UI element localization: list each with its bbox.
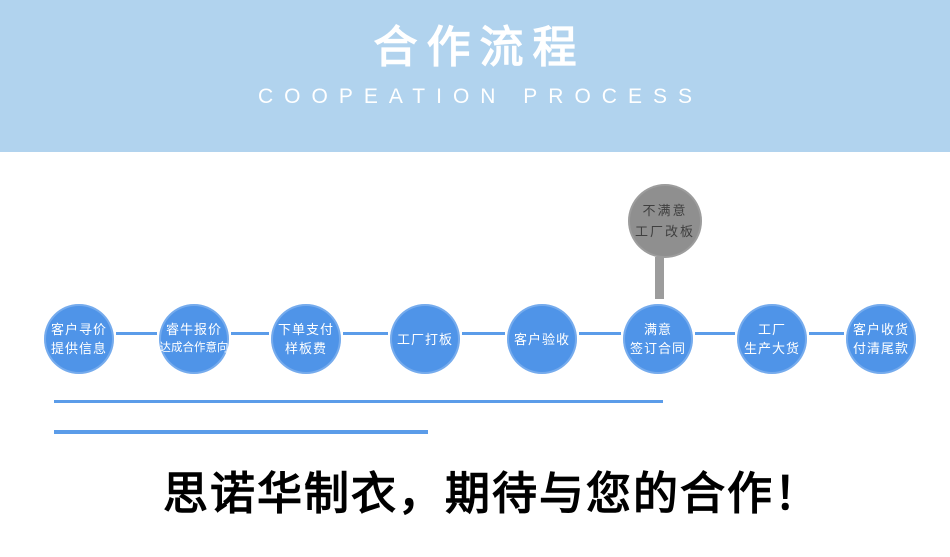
step-connector (343, 332, 388, 335)
step-label-line: 工厂 (757, 322, 786, 337)
step-label-line: 生产大货 (743, 341, 800, 356)
step-connector (809, 332, 844, 335)
reject-label-line: 不满意 (642, 203, 688, 218)
reject-label-line: 工厂改板 (634, 224, 695, 239)
step-label-line: 睿牛报价 (165, 322, 222, 337)
step-label-line: 达成合作意向 (159, 342, 229, 354)
step-label-line: 样板费 (284, 341, 327, 356)
process-step-circle: 客户寻价 提供信息 (44, 304, 114, 374)
reject-connector-stem (655, 257, 664, 299)
process-step-circle: 客户验收 (507, 304, 577, 374)
step-label-line: 客户寻价 (50, 322, 107, 337)
process-step-circle: 客户收货 付清尾款 (846, 304, 916, 374)
page-title: 合作流程 (373, 23, 586, 72)
divider-line-primary (54, 400, 663, 403)
process-step-circle: 工厂 生产大货 (737, 304, 807, 374)
step-label-line: 满意 (643, 322, 672, 337)
process-step-circle: 满意 签订合同 (623, 304, 693, 374)
divider-line-secondary (54, 430, 428, 434)
step-label-line: 提供信息 (50, 341, 107, 356)
process-step-circle: 下单支付 样板费 (271, 304, 341, 374)
step-connector (116, 332, 157, 335)
step-label-line: 工厂打板 (396, 331, 453, 347)
step-connector (462, 332, 505, 335)
step-connector (579, 332, 621, 335)
header-band: 合作流程 COOPEATION PROCESS (0, 0, 950, 152)
step-connector (231, 332, 269, 335)
step-connector (695, 332, 735, 335)
reject-circle: 不满意 工厂改板 (628, 184, 702, 258)
process-step-circle: 睿牛报价达成合作意向 (159, 304, 229, 374)
step-label-line: 下单支付 (277, 322, 334, 337)
process-step-circle: 工厂打板 (390, 304, 460, 374)
step-label-line: 客户验收 (513, 331, 570, 347)
slogan: 思诺华制衣，期待与您的合作！ (162, 469, 821, 519)
step-label-line: 付清尾款 (852, 341, 909, 356)
step-label-line: 客户收货 (852, 322, 909, 337)
page-subtitle: COOPEATION PROCESS (258, 85, 703, 108)
step-label-line: 签订合同 (629, 341, 686, 356)
